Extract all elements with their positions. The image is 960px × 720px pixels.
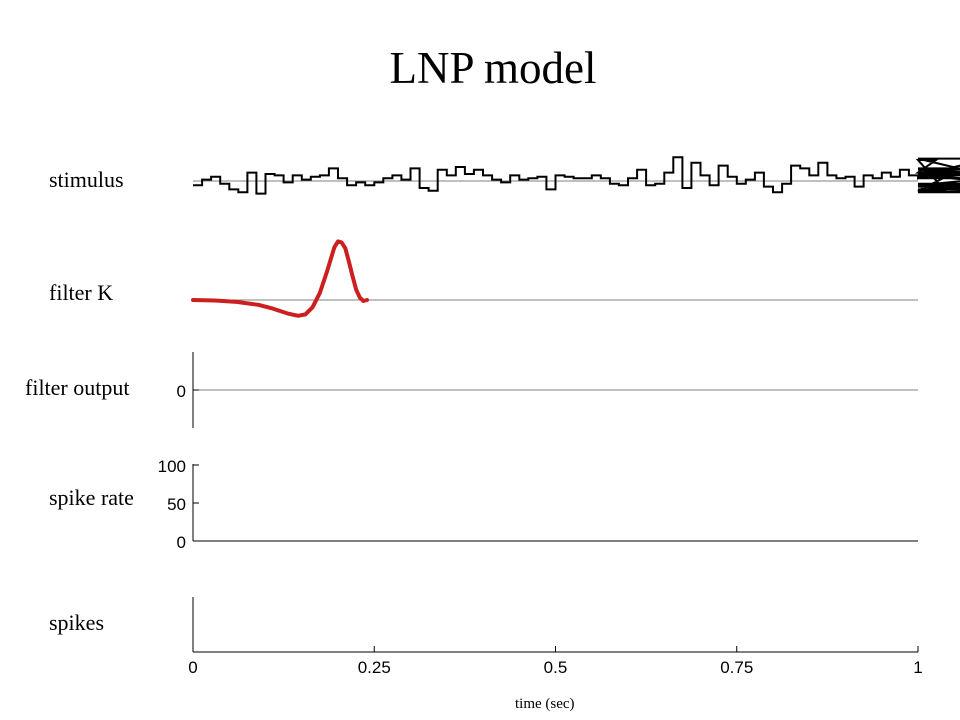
time-tick-label-0: 0 [188,658,197,677]
time-tick-label-025: 0.25 [358,658,391,677]
spike-rate-tick-label-50: 50 [167,495,186,514]
spike-rate-tick-label-0: 0 [177,533,186,552]
spike-rate-label: spike rate [49,485,134,510]
filter-output-tick-label-0: 0 [177,382,186,401]
filter-output-label: filter output [25,375,130,400]
filter-k-curve [191,239,369,318]
spike-rate-tick-label-100: 100 [158,457,186,476]
filter-label: filter K [49,280,114,305]
stimulus-trace [193,156,960,195]
x-axis-label: time (sec) [515,696,575,712]
spikes-label: spikes [49,610,104,635]
time-tick-label-05: 0.5 [544,658,568,677]
slide-title: LNP model [389,43,597,93]
time-tick-label-1: 1 [913,658,922,677]
time-tick-label-075: 0.75 [720,658,753,677]
stimulus-label: stimulus [49,167,124,192]
